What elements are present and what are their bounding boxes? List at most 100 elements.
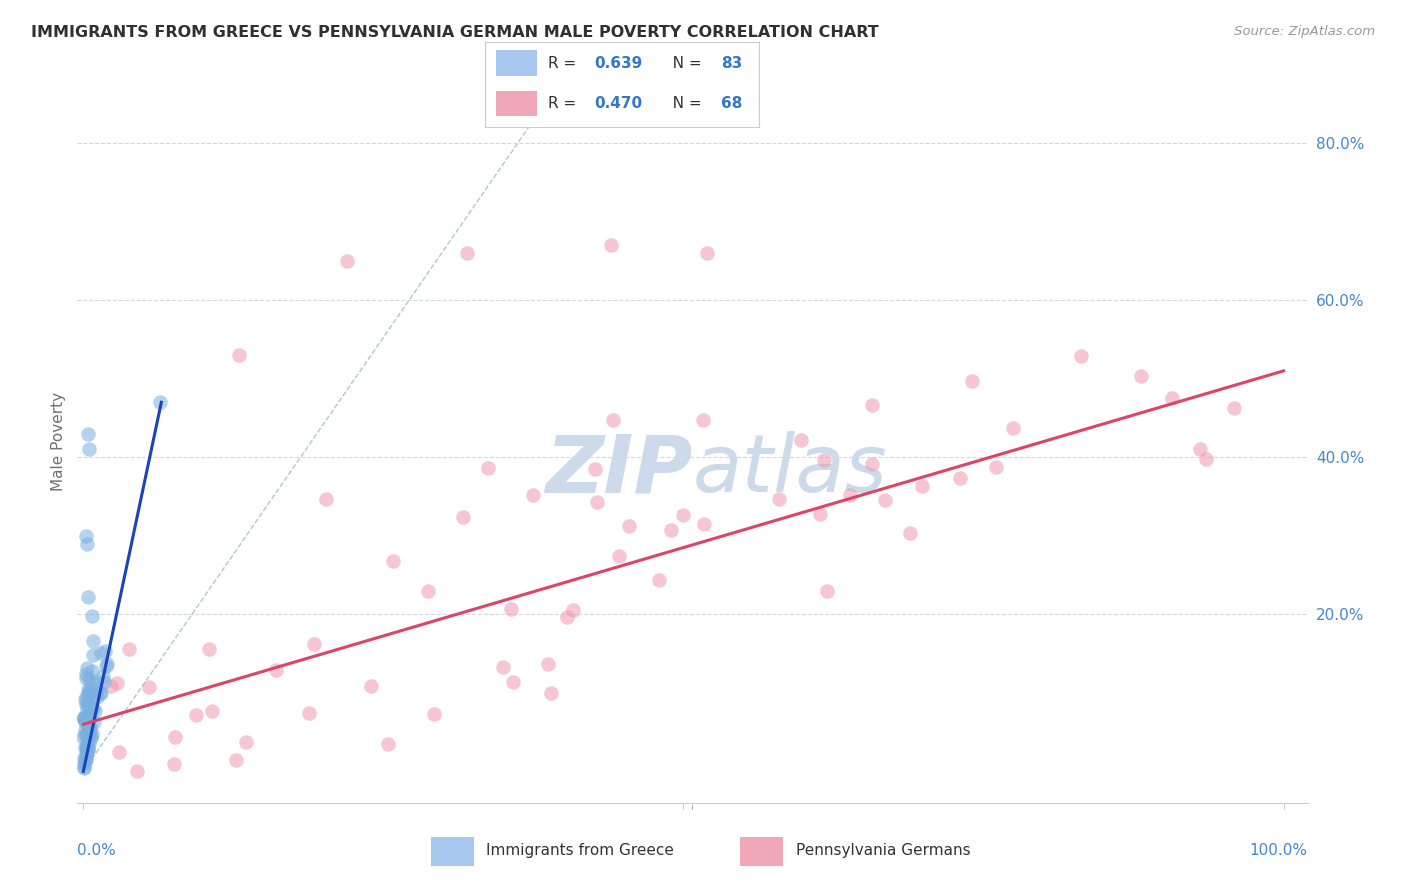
Point: [96, 657, 118, 671]
Text: 0.639: 0.639: [595, 55, 643, 70]
Point: [600, 238, 623, 252]
Point: [456, 246, 478, 260]
Point: [648, 573, 671, 587]
Point: [377, 737, 399, 751]
Point: [80, 727, 103, 741]
Text: R =: R =: [548, 55, 581, 70]
Point: [76, 717, 98, 731]
Point: [984, 460, 1007, 475]
Point: [77, 683, 100, 698]
Point: [522, 487, 544, 501]
Point: [76, 536, 98, 550]
Point: [75, 529, 97, 543]
Point: [492, 659, 515, 673]
Point: [502, 675, 524, 690]
Point: [93, 674, 115, 689]
Point: [898, 525, 921, 540]
Point: [817, 583, 839, 598]
Point: [77, 590, 100, 604]
Text: Immigrants from Greece: Immigrants from Greece: [486, 844, 675, 858]
Point: [89, 686, 111, 700]
Point: [73, 760, 96, 774]
Point: [808, 507, 831, 521]
Point: [860, 457, 883, 471]
Point: [83, 715, 105, 730]
Point: [73, 723, 96, 738]
Point: [86, 674, 108, 689]
Point: [77, 736, 100, 750]
Point: [228, 348, 250, 362]
Point: [75, 672, 97, 686]
Point: [1188, 442, 1211, 457]
Point: [91, 668, 114, 682]
Point: [264, 663, 287, 677]
Point: [184, 708, 207, 723]
Point: [76, 726, 98, 740]
Point: [77, 742, 100, 756]
Point: [960, 374, 983, 388]
Point: [76, 698, 98, 712]
Point: [105, 676, 128, 690]
FancyBboxPatch shape: [740, 837, 783, 866]
Text: R =: R =: [548, 96, 581, 112]
Point: [149, 395, 172, 409]
Text: Pennsylvania Germans: Pennsylvania Germans: [796, 844, 970, 858]
Text: 100.0%: 100.0%: [1250, 843, 1308, 857]
Point: [555, 610, 578, 624]
Point: [315, 492, 337, 507]
Point: [82, 702, 104, 716]
Point: [118, 641, 141, 656]
Point: [72, 711, 94, 725]
Text: 0.470: 0.470: [595, 96, 643, 112]
FancyBboxPatch shape: [496, 51, 537, 76]
Point: [107, 746, 129, 760]
Point: [302, 637, 325, 651]
Point: [1002, 421, 1025, 435]
Text: N =: N =: [658, 55, 706, 70]
Point: [76, 701, 98, 715]
Point: [80, 664, 103, 678]
Point: [75, 748, 97, 763]
Y-axis label: Male Poverty: Male Poverty: [51, 392, 66, 491]
Point: [860, 398, 883, 412]
Point: [75, 740, 97, 755]
Point: [86, 690, 108, 705]
Point: [79, 719, 101, 733]
Point: [77, 740, 100, 755]
Text: N =: N =: [658, 96, 706, 112]
Point: [76, 661, 98, 675]
Text: IMMIGRANTS FROM GREECE VS PENNSYLVANIA GERMAN MALE POVERTY CORRELATION CHART: IMMIGRANTS FROM GREECE VS PENNSYLVANIA G…: [31, 25, 879, 40]
Point: [790, 433, 813, 447]
Point: [94, 658, 117, 673]
Text: Source: ZipAtlas.com: Source: ZipAtlas.com: [1234, 25, 1375, 38]
Point: [696, 246, 718, 260]
Point: [839, 488, 862, 502]
Point: [76, 721, 98, 735]
Point: [79, 723, 101, 737]
Point: [75, 715, 97, 730]
Point: [562, 603, 585, 617]
Point: [76, 696, 98, 710]
Point: [94, 644, 117, 658]
Point: [617, 519, 640, 533]
Point: [1070, 349, 1092, 363]
FancyBboxPatch shape: [430, 837, 474, 866]
Point: [75, 690, 97, 704]
Point: [165, 730, 187, 744]
Point: [79, 694, 101, 708]
Point: [73, 711, 96, 725]
Point: [201, 704, 224, 718]
Point: [73, 712, 96, 726]
Point: [77, 426, 100, 441]
Point: [72, 730, 94, 744]
Point: [75, 714, 97, 729]
Point: [537, 657, 560, 671]
Point: [768, 491, 790, 506]
Point: [382, 553, 405, 567]
Point: [692, 413, 714, 427]
Point: [77, 672, 100, 686]
Point: [1195, 451, 1218, 466]
Point: [73, 709, 96, 723]
Point: [90, 686, 112, 700]
Point: [82, 609, 104, 624]
